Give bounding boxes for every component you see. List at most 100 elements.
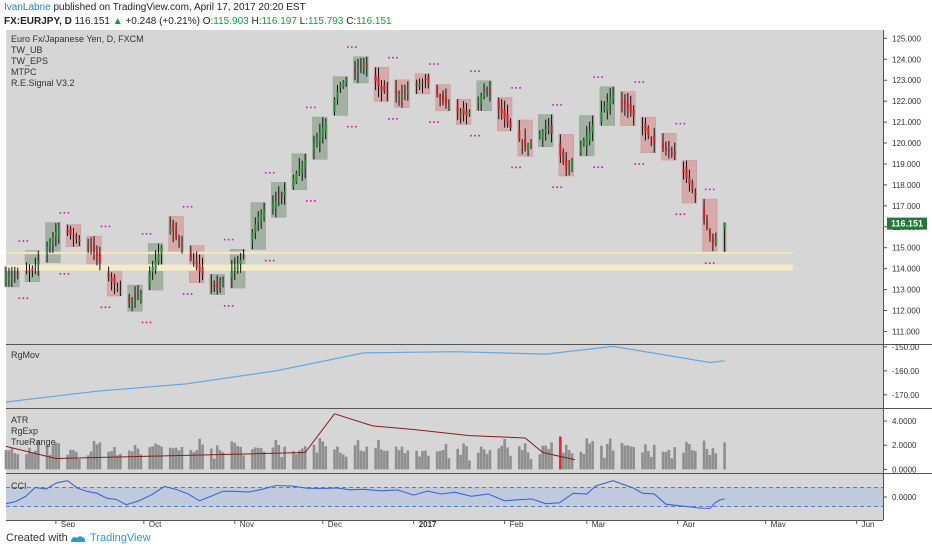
signal-dot-high <box>433 63 435 65</box>
rgmov-line <box>5 345 725 403</box>
candle-body <box>541 131 544 140</box>
pane-bg-rg <box>6 345 883 408</box>
author-link[interactable]: IvanLabrie <box>4 2 51 13</box>
candle-body <box>650 138 653 140</box>
change-value: +0.248 (+0.21%) <box>125 16 200 27</box>
atr-bar <box>201 444 204 470</box>
candle-body <box>230 270 233 277</box>
signal-dot-high <box>305 106 308 109</box>
atr-bar <box>559 436 562 470</box>
candle-body <box>333 99 336 112</box>
candle-body <box>612 92 615 100</box>
candle-body <box>192 262 195 264</box>
signal-dot-low <box>433 121 435 123</box>
price-tick-label: 122.000 <box>892 97 921 106</box>
atr-bar <box>626 445 630 470</box>
signal-dot-low <box>22 297 25 300</box>
cci-band <box>6 487 883 507</box>
candle-body <box>219 285 222 289</box>
candle-body <box>442 93 445 102</box>
open-label: O: <box>202 16 214 27</box>
signal-dots <box>18 46 715 324</box>
atr-bar <box>259 448 263 470</box>
atr-bar <box>427 455 430 470</box>
candle-body <box>483 92 486 96</box>
signal-dot-low <box>186 293 189 295</box>
candle-body <box>488 89 491 94</box>
candle-body <box>315 138 318 146</box>
atr-bar <box>256 447 260 470</box>
candle-body <box>530 141 533 145</box>
signal-dot-high <box>104 225 107 228</box>
atr-bar <box>406 450 410 470</box>
atr-bar <box>95 444 99 470</box>
atr-bar <box>506 447 509 470</box>
symbol-label[interactable]: FX:EURJPY, D <box>4 16 72 27</box>
signal-dot-high <box>59 212 62 214</box>
signal-dot-high <box>388 56 390 59</box>
atr-bar <box>113 447 116 470</box>
signal-dot-high <box>63 212 66 214</box>
atr-bar <box>221 452 225 470</box>
candle-body <box>538 134 541 138</box>
published-text: published on TradingView.com, April 17, … <box>50 2 306 13</box>
atr-bar <box>647 450 650 470</box>
atr-bar <box>312 444 316 470</box>
candle-body <box>201 266 204 275</box>
signal-dot-low <box>351 125 353 128</box>
atr-bar <box>664 451 668 470</box>
candle-body <box>359 65 362 67</box>
price-tick-label: 115.000 <box>892 244 921 253</box>
atr-bar <box>7 450 11 470</box>
candle-body <box>436 86 439 95</box>
candle-body <box>251 232 254 242</box>
open-value: 115.903 <box>213 16 249 27</box>
candle-body <box>547 126 550 130</box>
candle-body <box>57 226 60 237</box>
signal-dot-high <box>470 70 472 72</box>
atr-bar <box>353 445 357 470</box>
candle-body <box>280 193 283 196</box>
signal-dot-low <box>683 213 686 216</box>
candle-body <box>5 277 7 283</box>
candle-body <box>579 145 582 153</box>
atr-bar <box>714 453 718 470</box>
signal-dot-low <box>231 305 234 307</box>
atr-bar <box>538 454 542 470</box>
atr-bar <box>652 444 656 470</box>
candle-body <box>31 268 34 271</box>
candle-body <box>195 261 198 269</box>
atr-bar <box>218 450 222 470</box>
candle-body <box>342 81 345 88</box>
atr-bar <box>136 448 140 470</box>
candle-body <box>585 135 588 147</box>
atr-bar <box>670 458 674 470</box>
chart-area[interactable]: 111.000112.000113.000114.000115.000116.0… <box>0 30 932 527</box>
atr-bar <box>424 450 427 470</box>
signal-dot-high <box>264 171 267 174</box>
time-tick-label: Nov <box>240 520 254 527</box>
candle-body <box>75 235 78 239</box>
tradingview-brand-link[interactable]: TradingView <box>90 532 151 544</box>
atr-bar <box>192 452 196 470</box>
candle-body <box>606 102 609 111</box>
atr-bar <box>321 441 325 470</box>
candle-body <box>708 230 711 236</box>
candle-body <box>706 220 709 228</box>
atr-bar <box>377 439 380 470</box>
signal-dot-high <box>552 104 554 106</box>
candle-body <box>568 165 571 170</box>
candle-body <box>301 164 304 173</box>
candle-body <box>92 243 95 253</box>
candle-body <box>37 260 40 266</box>
candle-body <box>439 95 442 99</box>
candle-body <box>374 74 377 82</box>
atr-bar <box>603 457 606 470</box>
atr-bar <box>705 449 709 470</box>
atr-bar <box>151 446 154 470</box>
atr-bar <box>561 452 565 470</box>
signal-dot-high <box>18 240 21 242</box>
atr-bar <box>230 441 234 470</box>
atr-bar <box>485 454 489 470</box>
rgmov-tick-label: -150.00 <box>892 343 920 352</box>
